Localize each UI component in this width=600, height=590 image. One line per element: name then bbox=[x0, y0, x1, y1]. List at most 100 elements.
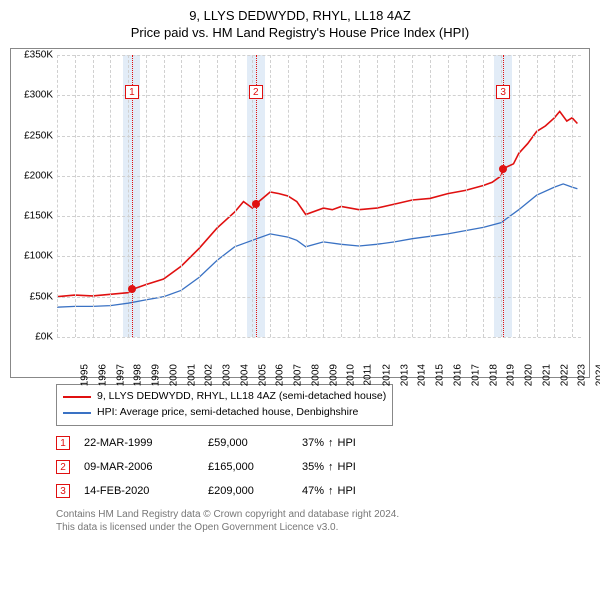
x-axis-label: 2013 bbox=[399, 364, 410, 386]
event-row: 2 09-MAR-2006 £165,000 35% ↑ HPI bbox=[56, 460, 590, 474]
y-axis-label: £300K bbox=[13, 90, 53, 101]
plot-area: 1 2 3 bbox=[57, 55, 581, 337]
event-delta: 37%↑HPI bbox=[302, 437, 356, 449]
y-axis-label: £50K bbox=[13, 291, 53, 302]
x-axis-label: 1998 bbox=[133, 364, 144, 386]
vgridline bbox=[288, 55, 289, 337]
title-line2: Price paid vs. HM Land Registry's House … bbox=[10, 25, 590, 40]
vgridline bbox=[217, 55, 218, 337]
arrow-up-icon: ↑ bbox=[328, 461, 334, 473]
x-axis-label: 2010 bbox=[346, 364, 357, 386]
x-axis-label: 2018 bbox=[488, 364, 499, 386]
event-marker: 1 bbox=[56, 436, 70, 450]
event-date: 22-MAR-1999 bbox=[84, 437, 194, 449]
y-axis-label: £200K bbox=[13, 170, 53, 181]
x-axis-label: 2017 bbox=[470, 364, 481, 386]
vgridline bbox=[306, 55, 307, 337]
x-axis-label: 2006 bbox=[275, 364, 286, 386]
footer: Contains HM Land Registry data © Crown c… bbox=[56, 508, 590, 535]
events-table: 122-MAR-1999£59,00037%↑HPI209-MAR-2006£1… bbox=[56, 436, 590, 498]
vgridline bbox=[430, 55, 431, 337]
vgridline bbox=[146, 55, 147, 337]
vgridline bbox=[448, 55, 449, 337]
x-axis-label: 2009 bbox=[328, 364, 339, 386]
x-axis-label: 2014 bbox=[417, 364, 428, 386]
legend-label: HPI: Average price, semi-detached house,… bbox=[97, 405, 358, 421]
marker-dot bbox=[499, 165, 507, 173]
x-axis-label: 1997 bbox=[115, 364, 126, 386]
vgridline bbox=[341, 55, 342, 337]
x-axis-label: 1996 bbox=[97, 364, 108, 386]
event-row: 3 14-FEB-2020 £209,000 47% ↑ HPI bbox=[56, 484, 590, 498]
arrow-up-icon: ↑ bbox=[328, 437, 334, 449]
vgridline bbox=[164, 55, 165, 337]
event-hpi-label: HPI bbox=[338, 437, 356, 449]
event-price: £165,000 bbox=[208, 461, 288, 473]
y-axis-label: £0K bbox=[13, 332, 53, 343]
event-marker: 2 bbox=[56, 460, 70, 474]
x-axis-label: 2002 bbox=[204, 364, 215, 386]
legend-label: 9, LLYS DEDWYDD, RHYL, LL18 4AZ (semi-de… bbox=[97, 389, 386, 405]
vgridline bbox=[519, 55, 520, 337]
footer-line1: Contains HM Land Registry data © Crown c… bbox=[56, 508, 590, 522]
x-axis-label: 2019 bbox=[506, 364, 517, 386]
marker-dot bbox=[252, 200, 260, 208]
vgridline bbox=[412, 55, 413, 337]
marker-dot bbox=[128, 285, 136, 293]
vgridline bbox=[466, 55, 467, 337]
vgridline bbox=[75, 55, 76, 337]
x-axis-label: 2015 bbox=[435, 364, 446, 386]
chart-container: { "title": { "line1": "9, LLYS DEDWYDD, … bbox=[0, 0, 600, 545]
event-pct: 35% bbox=[302, 461, 324, 473]
vgridline bbox=[323, 55, 324, 337]
x-axis-label: 2001 bbox=[186, 364, 197, 386]
legend-swatch bbox=[63, 396, 91, 398]
x-axis-label: 2022 bbox=[559, 364, 570, 386]
gridline bbox=[57, 337, 581, 338]
x-axis-label: 2011 bbox=[363, 364, 374, 386]
x-axis-label: 2008 bbox=[310, 364, 321, 386]
vgridline bbox=[270, 55, 271, 337]
vgridline bbox=[537, 55, 538, 337]
arrow-up-icon: ↑ bbox=[328, 485, 334, 497]
y-axis-label: £100K bbox=[13, 251, 53, 262]
vgridline bbox=[181, 55, 182, 337]
x-axis-label: 2024 bbox=[594, 364, 600, 386]
series-property bbox=[57, 111, 577, 296]
event-hpi-label: HPI bbox=[338, 485, 356, 497]
legend-item: HPI: Average price, semi-detached house,… bbox=[63, 405, 386, 421]
y-axis-label: £150K bbox=[13, 211, 53, 222]
vgridline bbox=[359, 55, 360, 337]
title-line1: 9, LLYS DEDWYDD, RHYL, LL18 4AZ bbox=[10, 8, 590, 23]
event-delta: 35% ↑ HPI bbox=[302, 461, 356, 473]
title-block: 9, LLYS DEDWYDD, RHYL, LL18 4AZ Price pa… bbox=[10, 8, 590, 40]
legend-swatch bbox=[63, 412, 91, 414]
event-hpi-label: HPI bbox=[338, 461, 356, 473]
x-axis-label: 1999 bbox=[150, 364, 161, 386]
event-pct: 47% bbox=[302, 485, 324, 497]
x-axis-label: 2021 bbox=[541, 364, 552, 386]
x-axis-label: 1995 bbox=[79, 364, 90, 386]
vgridline bbox=[572, 55, 573, 337]
x-axis-label: 2000 bbox=[168, 364, 179, 386]
vgridline bbox=[554, 55, 555, 337]
vgridline bbox=[377, 55, 378, 337]
event-date: 14-FEB-2020 bbox=[84, 485, 194, 497]
vgridline bbox=[57, 55, 58, 337]
marker-box: 3 bbox=[496, 85, 510, 99]
legend-item: 9, LLYS DEDWYDD, RHYL, LL18 4AZ (semi-de… bbox=[63, 389, 386, 405]
footer-line2: This data is licensed under the Open Gov… bbox=[56, 521, 590, 535]
x-axis-label: 2007 bbox=[292, 364, 303, 386]
marker-box: 2 bbox=[249, 85, 263, 99]
event-delta: 47% ↑ HPI bbox=[302, 485, 356, 497]
event-date: 09-MAR-2006 bbox=[84, 461, 194, 473]
event-price: £209,000 bbox=[208, 485, 288, 497]
event-price: £59,000 bbox=[208, 437, 288, 449]
x-axis-label: 2012 bbox=[381, 364, 392, 386]
vgridline bbox=[93, 55, 94, 337]
x-axis-label: 2020 bbox=[523, 364, 534, 386]
event-marker: 3 bbox=[56, 484, 70, 498]
x-axis-label: 2003 bbox=[221, 364, 232, 386]
x-axis-label: 2016 bbox=[452, 364, 463, 386]
marker-box: 1 bbox=[125, 85, 139, 99]
